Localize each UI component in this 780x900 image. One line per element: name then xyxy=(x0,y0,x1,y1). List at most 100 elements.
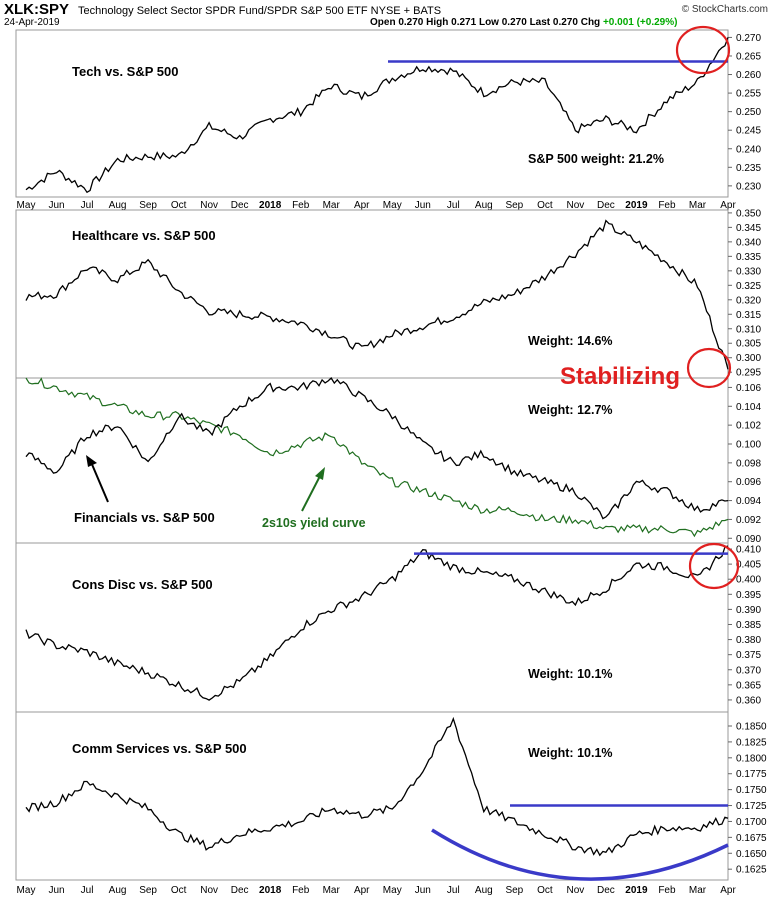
y-tick-label: 0.360 xyxy=(736,695,761,706)
panel-title: Tech vs. S&P 500 xyxy=(72,64,178,79)
yield-curve-arrowhead xyxy=(315,467,325,480)
y-tick-label: 0.1725 xyxy=(736,801,767,812)
yield-curve-arrow xyxy=(301,475,321,512)
y-tick-label: 0.1825 xyxy=(736,737,767,748)
weight-label: S&P 500 weight: 21.2% xyxy=(528,152,664,166)
financials-arrow xyxy=(90,461,109,503)
month-tick-bottom: Jun xyxy=(48,885,64,896)
panel-frame xyxy=(15,29,729,198)
y-tick-label: 0.390 xyxy=(736,605,761,616)
month-tick-top: Nov xyxy=(200,200,218,211)
y-tick-label: 0.385 xyxy=(736,620,761,631)
month-tick-bottom: 2018 xyxy=(259,885,282,896)
y-tick-label: 0.090 xyxy=(736,534,761,545)
month-tick-top: May xyxy=(383,200,402,211)
month-tick-top: Jul xyxy=(81,200,94,211)
month-tick-bottom: Apr xyxy=(720,885,736,896)
month-tick-top: Sep xyxy=(139,200,157,211)
panel-title: Financials vs. S&P 500 xyxy=(74,510,215,525)
month-tick-top: 2018 xyxy=(259,200,282,211)
high-value: 0.271 xyxy=(451,17,477,28)
month-tick-bottom: Feb xyxy=(658,885,676,896)
quote-line: Open 0.270 High 0.271 Low 0.270 Last 0.2… xyxy=(370,17,677,28)
consdisc-breakout-circle xyxy=(688,542,740,590)
y-tick-label: 0.350 xyxy=(736,208,761,219)
month-tick-top: Mar xyxy=(323,200,341,211)
month-tick-bottom: Jul xyxy=(447,885,460,896)
month-tick-bottom: Aug xyxy=(109,885,127,896)
month-tick-top: Nov xyxy=(566,200,584,211)
month-tick-bottom: Jul xyxy=(81,885,94,896)
y-tick-label: 0.315 xyxy=(736,310,761,321)
chg-label: Chg xyxy=(580,17,601,28)
month-tick-top: May xyxy=(17,200,36,211)
y-tick-label: 0.325 xyxy=(736,281,761,292)
y-tick-label: 0.265 xyxy=(736,51,761,62)
month-tick-top: Feb xyxy=(658,200,676,211)
y-tick-label: 0.330 xyxy=(736,266,761,277)
y-tick-label: 0.098 xyxy=(736,458,761,469)
yield-curve-label: 2s10s yield curve xyxy=(262,516,366,530)
month-tick-bottom: May xyxy=(383,885,402,896)
month-tick-bottom: Feb xyxy=(292,885,310,896)
month-tick-top: Jun xyxy=(48,200,64,211)
month-tick-top: Feb xyxy=(292,200,310,211)
price-ratio-line xyxy=(25,376,729,520)
month-tick-top: Aug xyxy=(109,200,127,211)
month-tick-top: Jun xyxy=(415,200,431,211)
y-tick-label: 0.1800 xyxy=(736,753,767,764)
month-tick-top: Dec xyxy=(231,200,249,211)
y-tick-label: 0.094 xyxy=(736,496,761,507)
financials-arrowhead xyxy=(86,455,97,467)
month-tick-bottom: Nov xyxy=(200,885,218,896)
y-tick-label: 0.365 xyxy=(736,680,761,691)
y-tick-label: 0.410 xyxy=(736,545,761,556)
y-tick-label: 0.104 xyxy=(736,402,761,413)
month-tick-bottom: Oct xyxy=(171,885,187,896)
price-ratio-line xyxy=(25,37,729,194)
y-tick-label: 0.395 xyxy=(736,590,761,601)
y-tick-label: 0.1850 xyxy=(736,722,767,733)
month-tick-top: 2019 xyxy=(625,200,648,211)
y-tick-label: 0.1775 xyxy=(736,769,767,780)
chart-date: 24-Apr-2019 xyxy=(4,17,60,28)
y-tick-label: 0.375 xyxy=(736,650,761,661)
y-tick-label: 0.380 xyxy=(736,635,761,646)
price-ratio-line xyxy=(25,545,729,701)
price-ratio-line xyxy=(25,219,729,370)
month-tick-bottom: May xyxy=(17,885,36,896)
month-tick-bottom: Aug xyxy=(475,885,493,896)
yield-curve-line xyxy=(25,377,729,538)
stabilizing-label: Stabilizing xyxy=(560,363,680,390)
month-tick-top: Jul xyxy=(447,200,460,211)
y-tick-label: 0.270 xyxy=(736,33,761,44)
last-label: Last xyxy=(529,17,551,28)
y-tick-label: 0.335 xyxy=(736,252,761,263)
exchange-text: NYSE + BATS xyxy=(370,5,442,17)
ticker-description: Technology Select Sector SPDR Fund/SPDR … xyxy=(78,5,441,17)
panel-title: Comm Services vs. S&P 500 xyxy=(72,741,247,756)
y-tick-label: 0.255 xyxy=(736,89,761,100)
y-tick-label: 0.320 xyxy=(736,295,761,306)
y-tick-label: 0.400 xyxy=(736,575,761,586)
month-tick-bottom: Jun xyxy=(415,885,431,896)
y-tick-label: 0.345 xyxy=(736,223,761,234)
month-tick-top: Apr xyxy=(354,200,370,211)
month-tick-top: Mar xyxy=(689,200,707,211)
month-tick-bottom: Sep xyxy=(505,885,523,896)
month-tick-bottom: Dec xyxy=(231,885,249,896)
y-tick-label: 0.092 xyxy=(736,515,761,526)
panel-frame xyxy=(15,711,729,881)
y-tick-label: 0.260 xyxy=(736,70,761,81)
weight-label: Weight: 10.1% xyxy=(528,667,613,681)
y-tick-label: 0.305 xyxy=(736,339,761,350)
month-tick-bottom: Dec xyxy=(597,885,615,896)
month-tick-top: Aug xyxy=(475,200,493,211)
y-tick-label: 0.240 xyxy=(736,144,761,155)
panel-title: Healthcare vs. S&P 500 xyxy=(72,228,216,243)
weight-label: Weight: 12.7% xyxy=(528,403,613,417)
open-value: 0.270 xyxy=(398,17,424,28)
month-tick-bottom: Nov xyxy=(566,885,584,896)
y-tick-label: 0.245 xyxy=(736,126,761,137)
